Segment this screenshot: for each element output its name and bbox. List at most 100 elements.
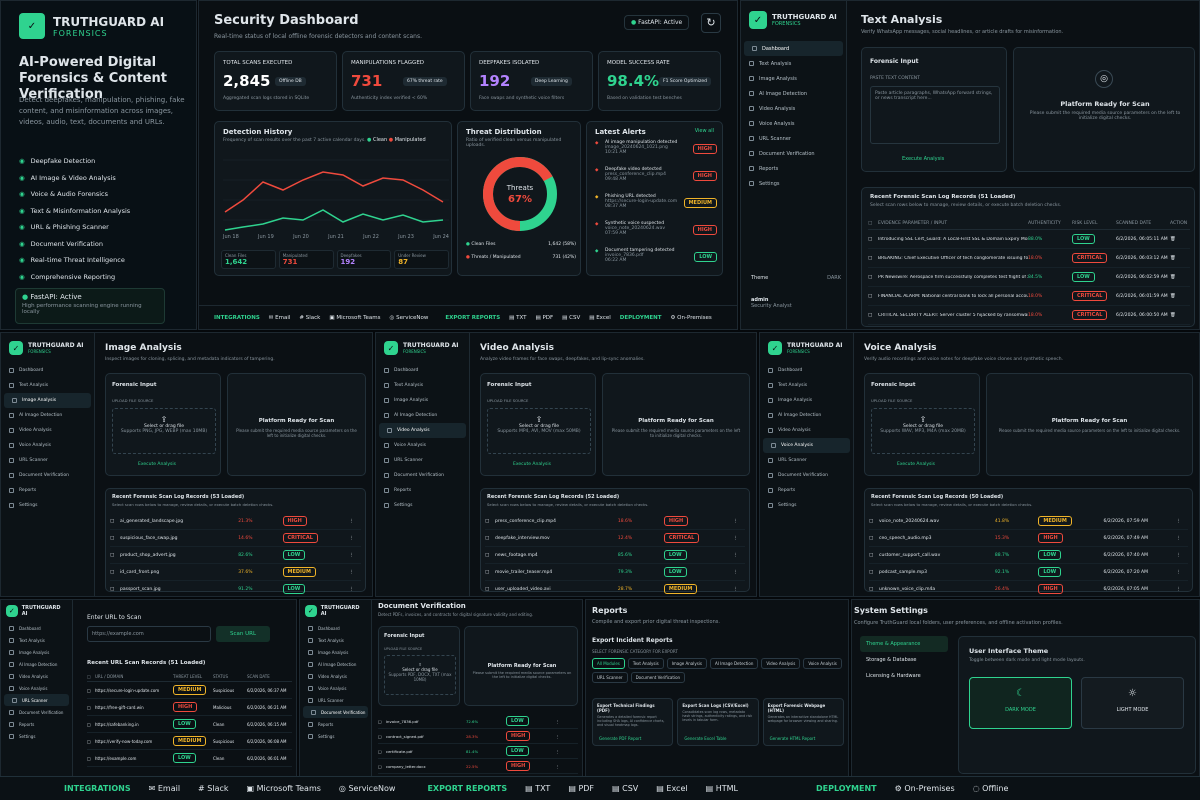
sidebar-item[interactable]: Document Verification <box>1 706 72 718</box>
sidebar-item[interactable]: Text Analysis <box>376 378 469 393</box>
table-row[interactable]: □ FINANCIAL ALARM: National central bank … <box>868 287 1190 306</box>
pdf-format[interactable]: ▤ PDF <box>535 314 554 321</box>
table-row[interactable]: □ customer_support_call.wav 88.7% LOW 6/2/20… <box>869 547 1188 564</box>
table-row[interactable]: □ product_shop_advert.jpg 82.6% LOW ⋮ <box>110 547 361 564</box>
sidebar-item[interactable]: Settings <box>1 498 94 513</box>
table-row[interactable]: □ ceo_speech_audio.mp3 15.3% HIGH 6/2/2026, … <box>869 530 1188 547</box>
sidebar-item[interactable]: Dashboard <box>376 363 469 378</box>
sidebar-item[interactable]: URL Scanner <box>1 453 94 468</box>
sidebar-item[interactable]: Image Analysis <box>4 393 91 408</box>
execute-button[interactable]: Execute Analysis <box>897 462 935 467</box>
sidebar-item[interactable]: Image Analysis <box>741 71 846 86</box>
trash-icon[interactable]: 🗑 <box>1170 312 1176 318</box>
html-format[interactable]: ▤ HTML <box>705 784 738 793</box>
sidebar-item[interactable]: Settings <box>741 176 846 191</box>
on-premises-option[interactable]: ⚙ On-Premises <box>670 314 712 321</box>
servicenow-integration[interactable]: ◎ ServiceNow <box>338 784 396 793</box>
sidebar-item[interactable]: Document Verification <box>1 468 94 483</box>
sidebar-item[interactable]: Text Analysis <box>741 56 846 71</box>
sidebar-item[interactable]: AI Image Detection <box>376 408 469 423</box>
trash-icon[interactable]: 🗑 <box>1170 236 1176 242</box>
offline-option[interactable]: ◌ Offline <box>972 784 1009 793</box>
category-chip[interactable]: Document Verification <box>630 672 686 683</box>
execute-button[interactable]: Execute Analysis <box>513 462 551 467</box>
sidebar-item[interactable]: Document Verification <box>303 706 368 718</box>
sidebar-item[interactable]: Video Analysis <box>300 670 371 682</box>
table-row[interactable]: □ Introducing SSL Cert_Guard: A Local-Fir… <box>868 230 1190 249</box>
alert-item[interactable]: ◆ Phishing URL detected https://secure-log… <box>595 194 717 221</box>
table-row[interactable]: □ CRITICAL SECURITY ALERT: Server cluster… <box>868 306 1190 325</box>
row-checkbox[interactable]: □ <box>868 312 873 318</box>
table-row[interactable]: □ ai_generated_landscape.jpg 21.3% HIGH ⋮ <box>110 513 361 530</box>
settings-item[interactable]: Theme & Appearance <box>860 636 948 652</box>
sidebar-item[interactable]: Image Analysis <box>376 393 469 408</box>
table-row[interactable]: □ podcast_sample.mp3 92.1% LOW 6/2/2026, 07:… <box>869 564 1188 581</box>
sidebar-item[interactable]: Settings <box>760 498 853 513</box>
row-checkbox[interactable]: □ <box>868 293 873 299</box>
sidebar-item[interactable]: Dashboard <box>300 622 371 634</box>
sidebar-item[interactable]: Settings <box>300 730 371 742</box>
sidebar-item[interactable]: Video Analysis <box>379 423 466 438</box>
sidebar-item[interactable]: Document Verification <box>760 468 853 483</box>
table-row[interactable]: □ press_conference_clip.mp4 18.6% HIGH ⋮ <box>485 513 745 530</box>
url-input[interactable]: https://example.com <box>87 626 211 642</box>
table-row[interactable]: □ unknown_voice_clip.m4a 26.4% HIGH 6/2/2026… <box>869 581 1188 596</box>
table-row[interactable]: □ id_card_front.png 37.6% MEDIUM ⋮ <box>110 564 361 581</box>
table-row[interactable]: □ invoice_7836.pdf 72.6% LOW ⋮ <box>378 714 578 729</box>
email-integration[interactable]: ✉ Email <box>148 784 181 793</box>
table-row[interactable]: □ https://free-gift-card.win HIGH Malicious… <box>87 699 292 716</box>
sidebar-item[interactable]: Reports <box>376 483 469 498</box>
sidebar-item[interactable]: AI Image Detection <box>741 86 846 101</box>
upload-dropzone[interactable]: ⇪ Select or drag file Supports PNG, JPG, W… <box>112 408 216 454</box>
category-chip[interactable]: Text Analysis <box>627 658 664 669</box>
sidebar-item[interactable]: Voice Analysis <box>1 438 94 453</box>
category-chip[interactable]: All Modules <box>592 658 625 669</box>
generate-button[interactable]: Generate Excel Table <box>684 736 727 741</box>
sidebar-item[interactable]: AI Image Detection <box>300 658 371 670</box>
category-chip[interactable]: Video Analysis <box>761 658 801 669</box>
table-row[interactable]: □ company_letter.docx 22.5% HIGH ⋮ <box>378 759 578 774</box>
sidebar-item[interactable]: Document Verification <box>741 146 846 161</box>
more-icon[interactable]: ⋮ <box>733 552 738 558</box>
execute-button[interactable]: Execute Analysis <box>138 462 176 467</box>
theme-mode[interactable]: DARK <box>827 275 841 281</box>
table-row[interactable]: □ https://verify-now-today.com MEDIUM Suspi… <box>87 733 292 750</box>
pdf-format[interactable]: ▤ PDF <box>568 784 595 793</box>
more-icon[interactable]: ⋮ <box>733 535 738 541</box>
sidebar-item[interactable]: URL Scanner <box>4 694 69 706</box>
sidebar-item[interactable]: Video Analysis <box>741 101 846 116</box>
trash-icon[interactable]: 🗑 <box>1170 293 1176 299</box>
text-input[interactable]: Paste article paragraphs, WhatsApp forwa… <box>870 86 1000 144</box>
sidebar-item[interactable]: Dashboard <box>1 622 72 634</box>
settings-item[interactable]: Licensing & Hardware <box>866 673 921 679</box>
sidebar-item[interactable]: Image Analysis <box>300 646 371 658</box>
more-icon[interactable]: ⋮ <box>733 586 738 592</box>
more-icon[interactable]: ⋮ <box>1176 552 1181 558</box>
sidebar-item[interactable]: URL Scanner <box>376 453 469 468</box>
sidebar-item[interactable]: Dashboard <box>1 363 94 378</box>
sidebar-item[interactable]: Image Analysis <box>760 393 853 408</box>
excel-format[interactable]: ▤ Excel <box>589 314 611 321</box>
upload-dropzone[interactable]: ⇪ Select or drag file Supports MP4, AVI, M… <box>487 408 591 454</box>
teams-integration[interactable]: ▣ Microsoft Teams <box>246 784 321 793</box>
table-row[interactable]: □ user_uploaded_video.avi 28.7% MEDIUM ⋮ <box>485 581 745 596</box>
more-icon[interactable]: ⋮ <box>1176 518 1181 524</box>
row-checkbox[interactable]: □ <box>868 255 873 261</box>
sidebar-item[interactable]: Settings <box>1 730 72 742</box>
more-icon[interactable]: ⋮ <box>733 518 738 524</box>
settings-item[interactable]: Storage & Database <box>866 657 917 663</box>
teams-integration[interactable]: ▣ Microsoft Teams <box>329 314 381 321</box>
alert-item[interactable]: ◆ AI image manipulation detected image_202… <box>595 140 717 167</box>
sidebar-item[interactable]: Text Analysis <box>300 634 371 646</box>
sidebar-item[interactable]: Video Analysis <box>1 670 72 682</box>
sidebar-item[interactable]: Voice Analysis <box>763 438 850 453</box>
sidebar-item[interactable]: AI Image Detection <box>760 408 853 423</box>
table-row[interactable]: □ PR Newswire: Aerospace firm successfull… <box>868 268 1190 287</box>
table-row[interactable]: □ https://example.com LOW Clean 6/2/2026, 06… <box>87 750 292 767</box>
category-chip[interactable]: Image Analysis <box>666 658 707 669</box>
alert-item[interactable]: ◆ Synthetic voice suspected voice_note_202… <box>595 221 717 248</box>
more-icon[interactable]: ⋮ <box>1176 569 1181 575</box>
row-checkbox[interactable]: □ <box>868 274 873 280</box>
alert-item[interactable]: ◆ Deepfake video detected press_conference… <box>595 167 717 194</box>
more-icon[interactable]: ⋮ <box>733 569 738 575</box>
